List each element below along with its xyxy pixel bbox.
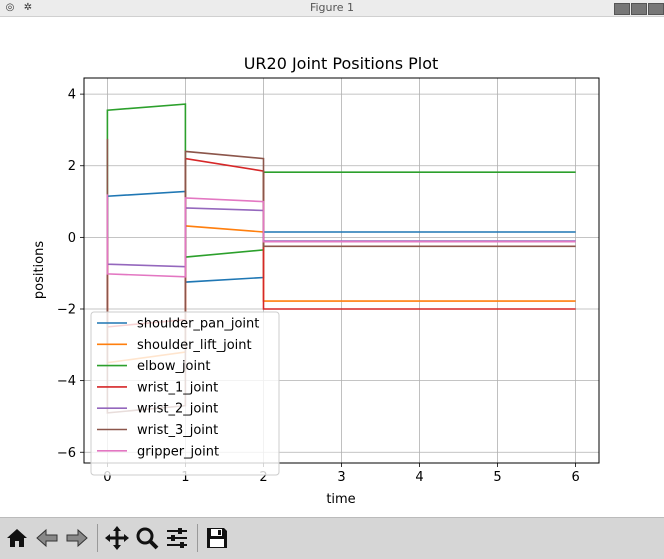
y-tick-label: −4: [57, 374, 76, 389]
toolbar-separator: [197, 524, 198, 552]
app-icon: ◎: [5, 2, 15, 13]
chart-title: UR20 Joint Positions Plot: [244, 54, 439, 73]
x-tick-label: 1: [181, 470, 189, 485]
legend-label: elbow_joint: [137, 359, 210, 374]
x-tick-label: 5: [493, 470, 501, 485]
maximize-button[interactable]: [631, 3, 647, 15]
close-button[interactable]: [648, 3, 664, 15]
line-chart: 0 1 2 3 4 5 6 −6 −4 −2 0 2 4 UR20 Joint Positions Pl…: [32, 54, 600, 507]
legend-label: shoulder_lift_joint: [137, 338, 252, 353]
x-tick-label: 6: [571, 470, 579, 485]
zoom-icon[interactable]: [134, 524, 160, 552]
pan-icon[interactable]: [104, 524, 130, 552]
y-tick-label: −2: [57, 303, 76, 318]
save-icon[interactable]: [204, 524, 230, 552]
legend-label: shoulder_pan_joint: [137, 317, 259, 332]
x-tick-label: 0: [103, 470, 111, 485]
forward-icon[interactable]: [64, 524, 90, 552]
x-tick-label: 2: [259, 470, 267, 485]
minimize-button[interactable]: [614, 3, 630, 15]
navigation-toolbar: [0, 517, 664, 559]
y-tick-label: −6: [57, 446, 76, 461]
window-titlebar: ◎ ✲ Figure 1: [0, 0, 664, 17]
legend: shoulder_pan_joint shoulder_lift_jointelb…: [90, 311, 280, 476]
home-icon[interactable]: [4, 524, 30, 552]
legend-box: [90, 311, 280, 476]
window-menu-icon[interactable]: ✲: [23, 2, 33, 13]
x-tick-label: 4: [415, 470, 423, 485]
y-tick-label: 2: [68, 159, 76, 174]
legend-label: wrist_2_joint: [137, 402, 218, 417]
y-axis-label: positions: [32, 241, 47, 299]
configure-subplots-icon[interactable]: [164, 524, 190, 552]
window-title: Figure 1: [309, 1, 355, 14]
x-tick-label: 3: [337, 470, 345, 485]
legend-label: gripper_joint: [137, 444, 219, 459]
y-tick-label: 4: [68, 88, 76, 103]
figure-canvas: 0 1 2 3 4 5 6 −6 −4 −2 0 2 4 UR20 Joint Positions Pl…: [0, 17, 664, 517]
back-icon[interactable]: [34, 524, 60, 552]
series-line-gripper_joint: [106, 194, 576, 278]
x-axis-label: time: [326, 492, 355, 507]
y-tick-label: 0: [68, 231, 76, 246]
legend-label: wrist_3_joint: [137, 423, 218, 438]
legend-label: wrist_1_joint: [137, 380, 218, 395]
toolbar-separator: [97, 524, 98, 552]
